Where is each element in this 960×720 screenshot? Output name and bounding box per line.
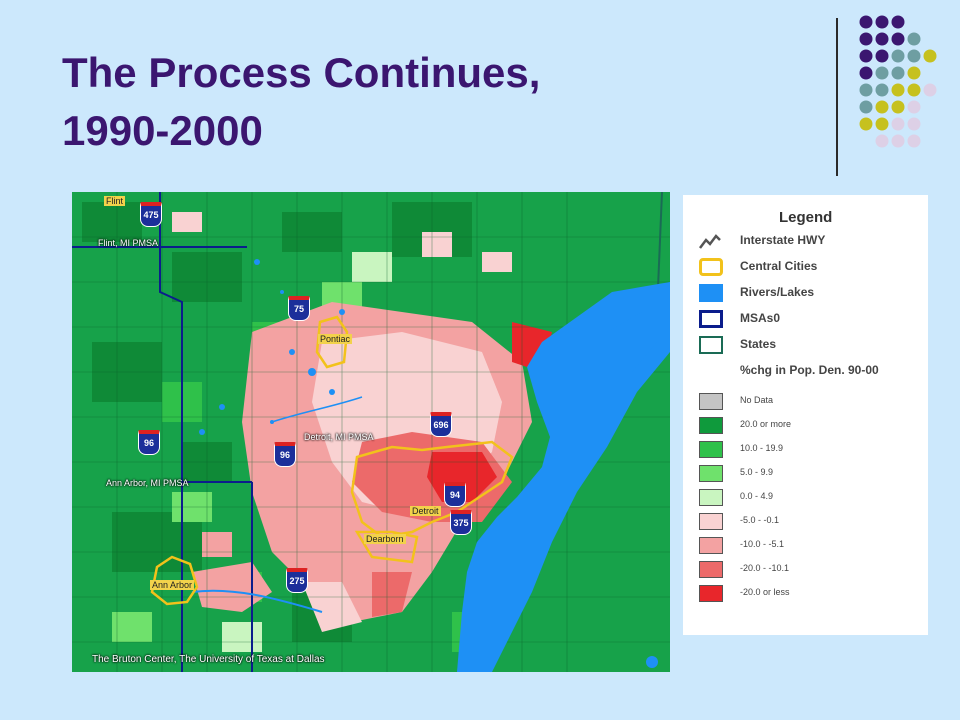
map-label-ann-arbor: Ann Arbor	[150, 580, 195, 590]
title-line-1: The Process Continues,	[62, 49, 541, 96]
legend-pop-density-heading: %chg in Pop. Den. 90-00	[695, 359, 925, 383]
class-swatch	[699, 417, 723, 434]
class-swatch	[699, 441, 723, 458]
dot-row-2	[859, 32, 921, 46]
legend-title: Legend	[779, 209, 833, 226]
class-swatch	[699, 489, 723, 506]
map-credit: The Bruton Center, The University of Tex…	[92, 654, 325, 665]
interstate-shield-96-west: 96	[138, 430, 160, 455]
legend-label: Interstate HWY	[740, 233, 826, 247]
highway-line-icon	[699, 234, 721, 249]
map-label-ann-arbor-pmsa: Ann Arbor, MI PMSA	[106, 478, 189, 488]
states-swatch	[699, 336, 723, 354]
interstate-shield-475: 475	[140, 202, 162, 227]
legend-class-neg20-or-less: -20.0 or less	[695, 583, 925, 605]
interstate-shield-375: 375	[450, 510, 472, 535]
class-label: -20.0 or less	[740, 587, 790, 597]
legend-class-no-data: No Data	[695, 391, 925, 413]
legend-class-5-to-9-9: 5.0 - 9.9	[695, 463, 925, 485]
class-swatch	[699, 537, 723, 554]
legend-class-neg20-to-neg10-1: -20.0 - -10.1	[695, 559, 925, 581]
legend-central-cities: Central Cities	[695, 255, 925, 279]
dot-row-3	[859, 49, 937, 63]
legend-label: MSAs0	[740, 311, 781, 325]
dot-row-5	[859, 83, 937, 97]
interstate-shield-94: 94	[444, 482, 466, 507]
rivers-lakes	[191, 259, 670, 672]
class-label: 10.0 - 19.9	[740, 443, 784, 453]
class-swatch	[699, 585, 723, 602]
legend-label: Rivers/Lakes	[740, 285, 815, 299]
interstate-shield-696: 696	[430, 412, 452, 437]
map-label-flint: Flint	[104, 196, 126, 206]
legend-rivers-lakes: Rivers/Lakes	[695, 281, 925, 305]
rivers-lakes-swatch	[699, 284, 723, 302]
legend-label: Central Cities	[740, 259, 818, 273]
class-label: 0.0 - 4.9	[740, 491, 774, 501]
legend-class-20-plus: 20.0 or more	[695, 415, 925, 437]
legend-label: %chg in Pop. Den. 90-00	[740, 363, 879, 377]
map-canvas	[72, 192, 670, 672]
map-label-flint-pmsa: Flint, MI PMSA	[98, 238, 159, 248]
class-label: -5.0 - -0.1	[740, 515, 780, 525]
map-legend: Legend Interstate HWY Central Cities Riv…	[683, 195, 928, 635]
tract-patches	[82, 202, 512, 652]
legend-interstate: Interstate HWY	[695, 229, 925, 253]
interstate-shield-96-east: 96	[274, 442, 296, 467]
slide-title: The Process Continues, 1990-2000	[62, 44, 782, 160]
class-swatch	[699, 561, 723, 578]
dot-row-6	[859, 100, 921, 114]
msa-boundaries	[72, 192, 253, 672]
class-label: -10.0 - -5.1	[740, 539, 785, 549]
class-label: 5.0 - 9.9	[740, 467, 774, 477]
legend-label: States	[740, 337, 777, 351]
central-cities-swatch	[699, 258, 723, 276]
dot-row-8	[875, 134, 921, 148]
detroit-population-density-map: Flint Flint, MI PMSA Detroit, MI PMSA An…	[72, 192, 670, 672]
decorative-divider	[836, 18, 838, 176]
class-swatch	[699, 393, 723, 410]
msa-swatch	[699, 310, 723, 328]
map-label-dearborn: Dearborn	[364, 534, 406, 544]
interstate-shield-275: 275	[286, 568, 308, 593]
class-label: No Data	[740, 395, 774, 405]
dot-row-7	[859, 117, 921, 131]
legend-class-neg10-to-neg5-1: -10.0 - -5.1	[695, 535, 925, 557]
class-label: 20.0 or more	[740, 419, 792, 429]
title-line-2: 1990-2000	[62, 107, 263, 154]
interstate-shield-75: 75	[288, 296, 310, 321]
class-swatch	[699, 513, 723, 530]
dot-row-1	[859, 15, 905, 29]
class-swatch	[699, 465, 723, 482]
legend-class-10-to-19-9: 10.0 - 19.9	[695, 439, 925, 461]
central-city-outlines	[150, 315, 514, 606]
class-label: -20.0 - -10.1	[740, 563, 790, 573]
legend-msas: MSAs0	[695, 307, 925, 331]
map-label-pontiac: Pontiac	[318, 334, 353, 344]
map-label-detroit-pmsa: Detroit, MI PMSA	[304, 432, 374, 442]
legend-states: States	[695, 333, 925, 357]
legend-class-0-to-4-9: 0.0 - 4.9	[695, 487, 925, 509]
map-label-detroit: Detroit	[410, 506, 441, 516]
dot-row-4	[859, 66, 921, 80]
legend-class-neg5-to-neg0-1: -5.0 - -0.1	[695, 511, 925, 533]
